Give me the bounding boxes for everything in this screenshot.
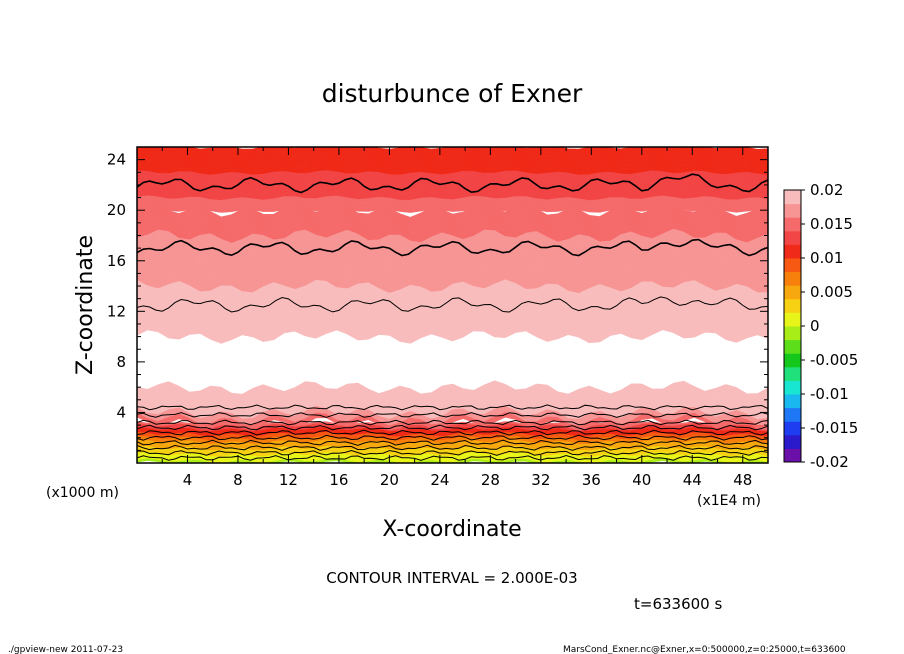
time-note: t=633600 s [634,595,722,613]
contour-bands [137,147,768,463]
colorbar-swatch [784,244,801,259]
plot-area [137,147,768,463]
colorbar-label: 0.02 [810,181,843,199]
contour-band [139,147,768,151]
colorbar-swatch [784,258,801,273]
contour-line [137,238,768,257]
contour-line [137,424,768,431]
x-tick-label: 36 [582,471,601,489]
y-tick-label: 16 [107,252,126,270]
contour-line [137,444,768,451]
colorbar-swatch [784,353,801,368]
footer-right: MarsCond_Exner.nc@Exner,x=0:500000,z=0:2… [563,645,846,654]
colorbar-swatch [784,434,801,449]
colorbar-label: -0.005 [810,351,858,369]
contour-line [137,404,768,411]
x-axis: 4 8 12 16 20 24 28 32 36 40 44 48 [136,147,769,489]
contour-line [137,173,768,194]
x-tick-label: 40 [632,471,651,489]
colorbar-swatch [784,312,801,327]
colorbar-label: -0.015 [810,419,858,437]
x-tick-label: 24 [430,471,449,489]
colorbar-swatch [784,380,801,395]
y-tick-label: 8 [116,353,126,371]
plot-frame [136,146,769,464]
colorbar-swatch [784,421,801,436]
contour-line [137,419,768,426]
x-tick-label: 44 [683,471,702,489]
x-tick-label: 4 [183,471,193,489]
colorbar-label: 0 [810,317,820,335]
contour-line [137,429,768,436]
colorbar-swatch [784,271,801,286]
colorbar-label: -0.01 [810,385,849,403]
colorbar-swatch [784,339,801,354]
x-tick-label: 28 [481,471,500,489]
contour-line [137,296,768,313]
x-tick-label: 16 [329,471,348,489]
colorbar-swatch [784,230,801,245]
colorbar-swatch [784,190,801,205]
contour-line [137,434,768,441]
contour-line [137,439,768,446]
colorbar-label: 0.015 [810,215,853,233]
x-unit-left: (x1000 m) [46,485,119,501]
x-axis-label: X-coordinate [382,517,521,542]
x-tick-label: 32 [531,471,550,489]
x-tick-label: 8 [233,471,243,489]
x-unit-right: (x1E4 m) [697,493,761,509]
y-axis: 4 8 12 16 20 24 [107,146,768,464]
colorbar-swatch [784,366,801,381]
colorbar-swatch [784,298,801,313]
contour-line [137,454,768,461]
colorbar-swatch [784,217,801,232]
colorbar-swatch [784,448,801,463]
contour-line [137,411,768,418]
colorbar-label: -0.02 [810,453,849,471]
colorbar-label: 0.01 [810,249,843,267]
contour-interval-note: CONTOUR INTERVAL = 2.000E-03 [326,569,577,587]
contour-lines [137,173,768,461]
chart-title: disturbunce of Exner [322,79,583,108]
y-tick-label: 12 [107,302,126,320]
contour-line [137,449,768,456]
colorbar-swatch [784,326,801,341]
colorbar-swatch [784,394,801,409]
y-axis-label: Z-coordinate [73,235,98,375]
x-tick-label: 48 [733,471,752,489]
y-tick-label: 4 [116,403,126,421]
colorbar-swatch [784,407,801,422]
footer-left: ./gpview-new 2011-07-23 [8,645,123,654]
y-tick-label: 20 [107,201,126,219]
x-tick-label: 20 [380,471,399,489]
colorbar-label: 0.005 [810,283,853,301]
colorbar-swatch [784,203,801,218]
y-tick-label: 24 [107,151,126,169]
colorbar: 0.02 0.015 0.01 0.005 0 -0.005 -0.01 -0.015 -0.0… [783,181,858,471]
x-tick-label: 12 [279,471,298,489]
colorbar-swatch [784,285,801,300]
